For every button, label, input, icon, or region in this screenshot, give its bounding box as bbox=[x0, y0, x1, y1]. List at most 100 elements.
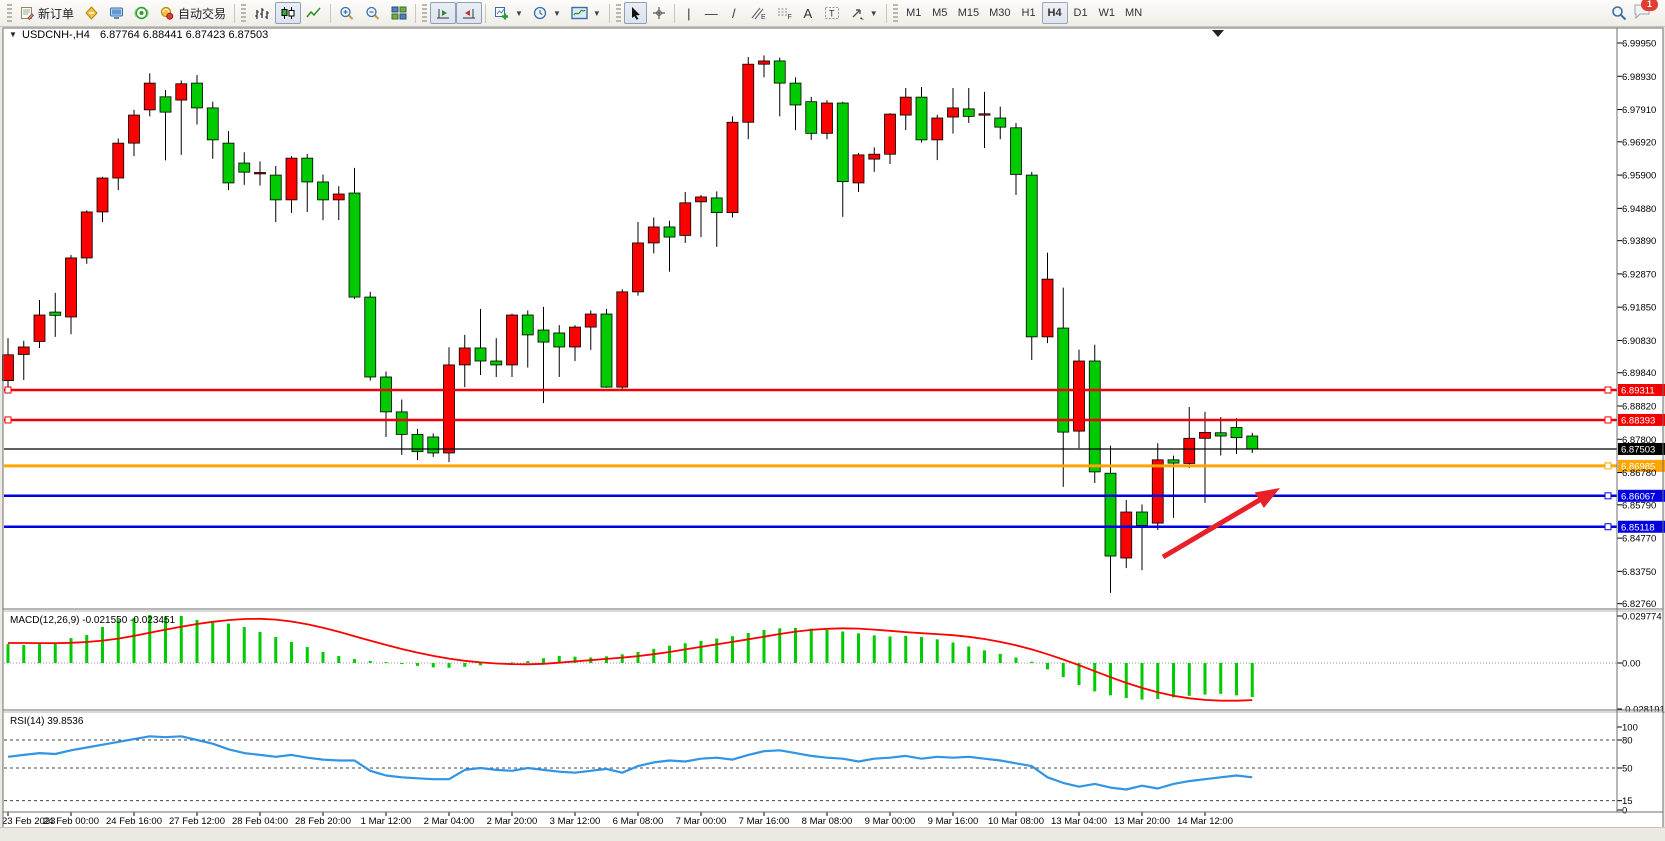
price-tick-label: 6.82760 bbox=[1622, 599, 1656, 610]
indicators-icon bbox=[495, 7, 509, 20]
text-label-tool[interactable]: T bbox=[819, 2, 845, 24]
channel-tool[interactable]: E bbox=[745, 2, 771, 24]
cursor-button[interactable] bbox=[623, 2, 647, 24]
bar-chart-button[interactable] bbox=[249, 2, 275, 24]
time-label: 7 Mar 16:00 bbox=[739, 816, 790, 827]
candlestick-chart-icon bbox=[281, 7, 295, 19]
chart-shift-button[interactable] bbox=[456, 2, 483, 24]
candle-body bbox=[175, 83, 188, 101]
macd-histogram-bar bbox=[116, 619, 120, 663]
candle-body bbox=[1088, 360, 1101, 473]
macd-histogram-bar bbox=[620, 654, 624, 663]
macd-histogram-bar bbox=[920, 636, 923, 663]
chart-shift-marker[interactable] bbox=[1212, 30, 1224, 37]
price-tick-label: 6.90830 bbox=[1622, 336, 1656, 347]
candle-body bbox=[663, 226, 676, 238]
zoom-out-icon bbox=[366, 6, 380, 20]
candle-body bbox=[647, 226, 660, 244]
timeframe-M15[interactable]: M15 bbox=[957, 7, 980, 19]
auto-scroll-button[interactable] bbox=[430, 2, 457, 24]
line-handle[interactable] bbox=[4, 416, 12, 424]
timeframe-MN[interactable]: MN bbox=[1125, 7, 1143, 19]
fibonacci-tool[interactable]: F bbox=[771, 2, 797, 24]
candle-body bbox=[411, 433, 424, 453]
new-order-button[interactable]: 新订单 bbox=[15, 2, 79, 24]
tile-windows-button[interactable] bbox=[386, 2, 412, 24]
timeframe-M30[interactable]: M30 bbox=[989, 7, 1011, 19]
timeframe-H1[interactable]: H1 bbox=[1021, 7, 1036, 19]
timeframe-M1[interactable]: M1 bbox=[906, 7, 922, 19]
trend-arrow-head[interactable] bbox=[1254, 488, 1280, 508]
line-handle[interactable] bbox=[1604, 462, 1612, 470]
macd-histogram-bar bbox=[1187, 663, 1191, 696]
zoom-out-button[interactable] bbox=[360, 2, 386, 24]
candle-body bbox=[269, 174, 282, 201]
macd-histogram-bar bbox=[368, 660, 372, 663]
macd-histogram-bar bbox=[447, 663, 451, 668]
candle-body bbox=[915, 96, 928, 141]
timeframe-M5[interactable]: M5 bbox=[932, 7, 948, 19]
timeframe-H4[interactable]: H4 bbox=[1041, 2, 1068, 24]
trend-arrow-shaft[interactable] bbox=[1161, 496, 1265, 560]
line-handle[interactable] bbox=[4, 386, 12, 394]
macd-histogram-bar bbox=[809, 628, 813, 663]
line-handle[interactable] bbox=[1604, 386, 1612, 394]
rsi-line bbox=[7, 735, 1253, 791]
time-label: 14 Mar 12:00 bbox=[1177, 816, 1233, 827]
candle-body bbox=[758, 60, 770, 65]
timeframe-W1[interactable]: W1 bbox=[1098, 7, 1116, 19]
macd-histogram-bar bbox=[274, 636, 278, 663]
auto-trading-button[interactable]: 自动交易 bbox=[154, 2, 231, 24]
arrows-tool[interactable]: ▼ bbox=[845, 2, 883, 24]
candle-body bbox=[821, 102, 833, 134]
zoom-in-button[interactable] bbox=[334, 2, 360, 24]
terminal-button[interactable] bbox=[104, 2, 129, 24]
toolbar-grip[interactable] bbox=[7, 4, 12, 22]
templates-button[interactable]: ▼ bbox=[566, 2, 606, 24]
price-line-label-box bbox=[1618, 459, 1665, 472]
macd-histogram-bar bbox=[164, 616, 167, 663]
macd-histogram-bar bbox=[872, 635, 876, 663]
line-handle[interactable] bbox=[1604, 416, 1612, 424]
svg-text:F: F bbox=[787, 14, 791, 20]
horizontal-line-icon: — bbox=[704, 5, 718, 21]
trendline-tool[interactable]: / bbox=[723, 2, 745, 24]
periods-clock-icon bbox=[533, 6, 547, 20]
timeframe-D1[interactable]: D1 bbox=[1073, 7, 1088, 19]
macd-histogram-bar bbox=[888, 636, 892, 663]
candle-body bbox=[1136, 511, 1148, 526]
macd-histogram-bar bbox=[6, 644, 10, 663]
vertical-line-tool[interactable]: | bbox=[678, 2, 700, 24]
candle-body bbox=[1073, 360, 1085, 432]
main-toolbar: 新订单 自动交易 bbox=[0, 0, 1665, 27]
cursor-icon bbox=[631, 7, 640, 20]
macd-histogram-bar bbox=[951, 642, 955, 663]
macd-histogram-bar bbox=[258, 631, 262, 663]
notifications-button[interactable]: 1 bbox=[1633, 0, 1658, 24]
market-watch-button[interactable] bbox=[79, 2, 104, 24]
candlestick-chart-button[interactable] bbox=[275, 2, 302, 24]
macd-histogram-bar bbox=[337, 656, 341, 663]
macd-histogram-bar bbox=[305, 647, 309, 663]
line-handle[interactable] bbox=[1604, 492, 1612, 500]
chart-collapse-icon[interactable]: ▼ bbox=[9, 30, 17, 39]
text-tool[interactable]: A bbox=[797, 2, 819, 24]
time-label: 27 Feb 12:00 bbox=[169, 816, 225, 827]
macd-histogram-bar bbox=[1235, 663, 1238, 696]
horizontal-line-tool[interactable]: — bbox=[700, 2, 723, 24]
candle-body bbox=[143, 82, 156, 111]
candle-body bbox=[443, 364, 455, 454]
crosshair-button[interactable] bbox=[647, 2, 671, 24]
candle-body bbox=[506, 314, 518, 366]
price-tick-label: 6.94880 bbox=[1622, 204, 1656, 215]
line-handle[interactable] bbox=[1604, 523, 1612, 531]
signals-button[interactable] bbox=[129, 2, 154, 24]
macd-histogram-bar bbox=[998, 653, 1002, 663]
line-chart-button[interactable] bbox=[301, 2, 327, 24]
indicators-button[interactable]: ▼ bbox=[489, 2, 528, 24]
search-icon[interactable] bbox=[1611, 5, 1627, 21]
macd-histogram-bar bbox=[69, 638, 73, 663]
periods-button[interactable]: ▼ bbox=[528, 2, 566, 24]
candle-body bbox=[931, 117, 944, 141]
